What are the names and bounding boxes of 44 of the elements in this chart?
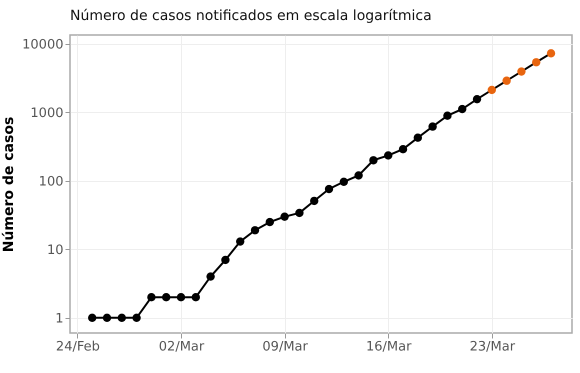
point — [236, 237, 244, 246]
point — [340, 178, 348, 186]
y-tick-label: 1 — [55, 311, 64, 326]
point — [118, 314, 126, 322]
point — [517, 67, 526, 76]
point — [132, 314, 141, 322]
y-tick-label: 10 — [46, 242, 64, 258]
x-tick-label: 09/Mar — [262, 340, 308, 354]
point — [206, 272, 215, 281]
point — [354, 171, 363, 180]
point — [162, 293, 170, 302]
point — [414, 134, 422, 142]
chart-title: Número de casos notificados em escala logarítmica — [70, 8, 432, 24]
y-tick-label: 100 — [38, 174, 64, 190]
point — [398, 145, 408, 154]
point — [472, 94, 482, 104]
y-tick-label: 1000 — [30, 106, 64, 121]
point — [443, 112, 452, 120]
y-tick-label: 10000 — [22, 37, 64, 52]
point — [192, 293, 200, 302]
y-axis-title: Número de casos — [1, 116, 18, 252]
point — [280, 212, 289, 221]
x-tick-label: 02/Mar — [158, 340, 205, 354]
point — [428, 122, 437, 131]
point — [176, 293, 186, 302]
point — [221, 256, 230, 264]
point — [488, 86, 496, 94]
x-tick-label: 23/Mar — [470, 340, 516, 354]
point — [546, 49, 556, 58]
point — [147, 293, 156, 302]
x-tick-label: 16/Mar — [366, 340, 412, 354]
x-tick-label: 24/Feb — [56, 340, 100, 354]
point — [369, 156, 378, 164]
point — [324, 184, 334, 194]
point — [266, 218, 274, 226]
point — [310, 196, 318, 206]
point — [532, 58, 540, 66]
point — [384, 151, 392, 160]
point — [102, 314, 112, 322]
point — [295, 208, 304, 218]
point — [88, 314, 96, 322]
point — [502, 76, 511, 85]
point — [250, 226, 260, 234]
point — [458, 104, 466, 114]
